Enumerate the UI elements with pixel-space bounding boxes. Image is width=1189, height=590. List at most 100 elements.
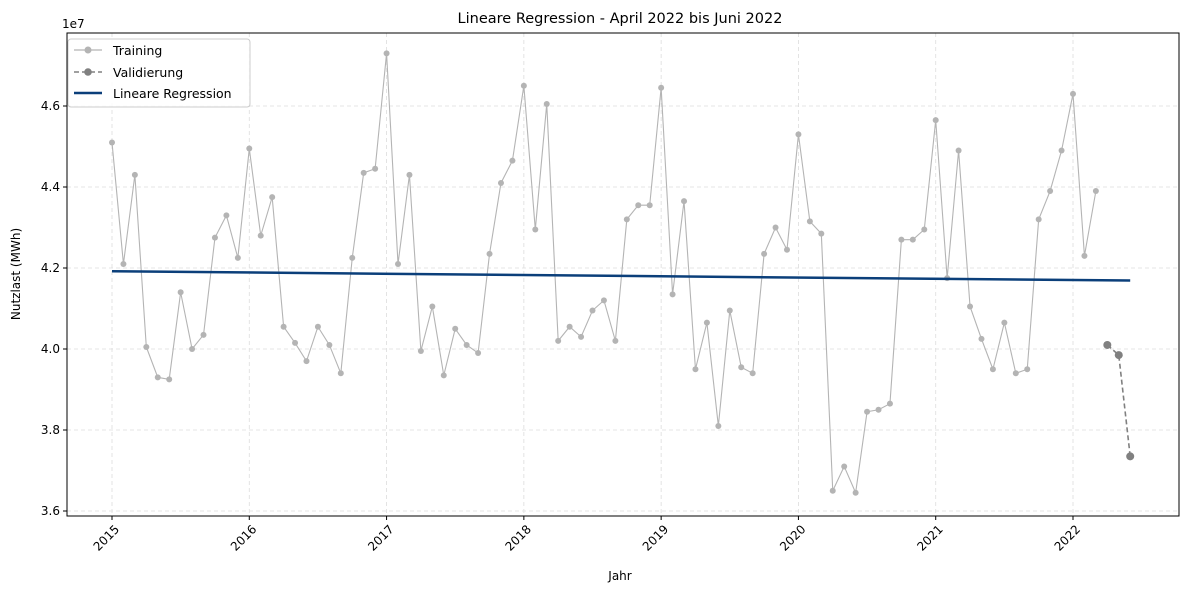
data-point-training (623, 216, 630, 223)
legend-marker-training (84, 46, 92, 54)
data-point-training (326, 341, 333, 348)
legend-box (67, 38, 251, 108)
data-point-training (1047, 188, 1054, 195)
x-tick-label: 2016 (228, 522, 259, 553)
data-point-training (200, 331, 207, 338)
legend-item-regression: Lineare Regression (74, 86, 232, 101)
legend-label-training: Training (112, 43, 162, 58)
data-point-training (692, 366, 699, 373)
data-point-training (978, 335, 985, 342)
data-point-training (532, 226, 539, 233)
data-point-training (1070, 90, 1076, 97)
data-point-training (509, 157, 516, 164)
x-tick-label: 2022 (1052, 522, 1083, 553)
x-tick-label: 2018 (502, 522, 533, 553)
data-point-training (395, 260, 402, 267)
data-point-training (177, 289, 184, 296)
y-tick-label: 3.8 (41, 423, 60, 437)
data-point-training (829, 487, 836, 494)
data-point-training (475, 350, 482, 357)
data-point-training (280, 323, 287, 330)
x-tick-label: 2017 (365, 522, 396, 553)
data-point-training (234, 254, 241, 261)
series-layer (109, 50, 1135, 496)
data-point-training (703, 319, 710, 326)
y-tick-label: 4.6 (41, 99, 60, 113)
data-point-training (406, 171, 413, 178)
data-point-training (852, 489, 859, 496)
data-point-training (109, 139, 115, 146)
data-point-training (303, 358, 310, 365)
x-tick-label: 2019 (640, 522, 671, 553)
data-point-training (383, 50, 390, 57)
data-point-training (555, 337, 562, 344)
data-point-training (600, 297, 607, 304)
series-line-validierung (1106, 344, 1131, 457)
y-tick-label: 3.6 (41, 504, 60, 518)
x-axis: 2015 2016 2017 2018 2019 2020 2021 2022 (91, 516, 1083, 554)
data-point-training (257, 232, 264, 239)
data-point-training (738, 364, 745, 371)
x-axis-label: Jahr (607, 569, 631, 583)
data-point-training (337, 370, 344, 377)
legend-item-validierung: Validierung (74, 65, 183, 80)
data-point-training (1024, 366, 1031, 373)
data-point-training (166, 376, 173, 383)
data-point-validierung (1103, 340, 1112, 349)
legend-label-regression: Lineare Regression (113, 86, 232, 101)
data-point-training (646, 202, 653, 209)
data-point-training (932, 117, 939, 124)
data-point-training (795, 131, 802, 138)
data-point-training (715, 422, 722, 429)
y-tick-label: 4.2 (41, 261, 60, 275)
data-point-training (1081, 252, 1088, 259)
x-tick-label: 2015 (91, 522, 122, 553)
data-point-training (417, 348, 424, 355)
data-point-training (292, 339, 299, 346)
data-point-training (154, 374, 161, 381)
data-point-training (669, 291, 676, 298)
data-point-training (886, 400, 893, 407)
legend-marker-validierung (84, 68, 92, 76)
data-point-training (681, 198, 688, 205)
data-point-training (1058, 147, 1065, 154)
data-point-training (612, 337, 619, 344)
data-point-training (269, 194, 276, 201)
data-point-training (566, 323, 573, 330)
data-point-training (452, 325, 459, 332)
data-point-validierung (1126, 452, 1135, 461)
data-point-training (486, 250, 493, 257)
data-point-training (349, 254, 356, 261)
data-point-training (841, 463, 848, 470)
data-point-training (131, 171, 138, 178)
data-point-training (189, 346, 196, 352)
data-point-training (909, 236, 916, 243)
data-point-training (120, 260, 127, 267)
legend: Training Validierung Lineare Regression (67, 38, 251, 108)
data-point-training (143, 343, 150, 350)
x-tick-label: 2021 (914, 522, 945, 553)
data-point-training (1035, 216, 1042, 223)
data-point-training (635, 202, 642, 209)
data-point-training (658, 84, 665, 91)
data-point-training (1092, 188, 1099, 195)
data-point-training (429, 303, 436, 310)
data-point-training (497, 179, 504, 186)
data-point-training (1012, 370, 1019, 377)
data-point-training (440, 372, 447, 379)
data-point-training (372, 165, 379, 172)
data-point-training (783, 246, 790, 253)
plot-frame (66, 32, 1180, 517)
data-point-training (749, 370, 756, 377)
chart-title: Lineare Regression - April 2022 bis Juni… (458, 11, 783, 27)
data-point-training (772, 224, 779, 231)
data-point-training (463, 341, 470, 348)
data-point-training (726, 307, 733, 314)
data-point-training (955, 147, 962, 154)
y-axis-offset-label: 1e7 (62, 17, 85, 31)
data-point-training (223, 212, 230, 219)
data-point-training (806, 218, 813, 225)
legend-item-training: Training (74, 43, 162, 58)
data-point-training (967, 303, 974, 310)
y-tick-label: 4.4 (41, 180, 60, 194)
